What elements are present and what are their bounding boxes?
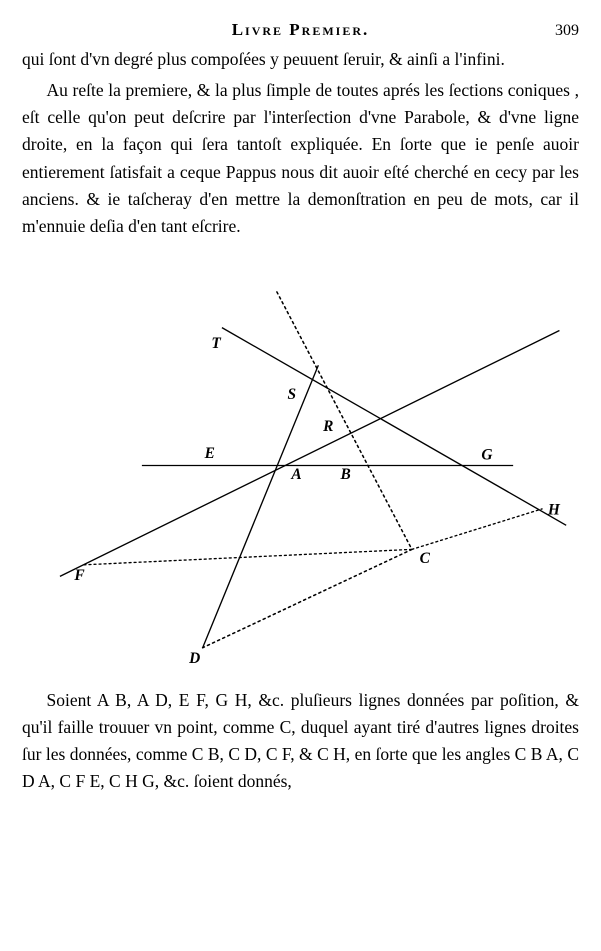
paragraph-1: qui ſont d'vn degré plus compoſées y peu… xyxy=(22,46,579,73)
paragraph-2: Au reſte la premiere, & la plus ſimple d… xyxy=(22,77,579,240)
point-label-E: E xyxy=(203,445,214,462)
geometry-diagram: T S R E A B G H F C D xyxy=(31,258,571,673)
point-label-R: R xyxy=(322,418,333,435)
point-label-C: C xyxy=(419,550,430,567)
edge-F-C xyxy=(84,549,412,564)
edge-RC_top-C xyxy=(276,292,411,549)
edge-SD_ext-D xyxy=(202,365,318,648)
point-label-H: H xyxy=(546,502,560,519)
point-label-D: D xyxy=(188,650,200,667)
point-label-A: A xyxy=(290,466,301,483)
point-label-F: F xyxy=(73,567,85,584)
edge-C-D xyxy=(202,549,411,647)
edge-C-H xyxy=(411,509,541,549)
point-label-B: B xyxy=(339,466,350,483)
point-label-G: G xyxy=(481,447,492,464)
point-label-S: S xyxy=(287,386,296,403)
paragraph-3: Soient A B, A D, E F, G H, &c. pluſieurs… xyxy=(22,687,579,796)
page-number: 309 xyxy=(539,22,579,40)
edge-TH_endL-TH_endR xyxy=(221,327,565,525)
page-header: Livre Premier. 309 xyxy=(22,20,579,40)
point-label-T: T xyxy=(211,335,221,352)
book-title: Livre Premier. xyxy=(62,20,539,40)
